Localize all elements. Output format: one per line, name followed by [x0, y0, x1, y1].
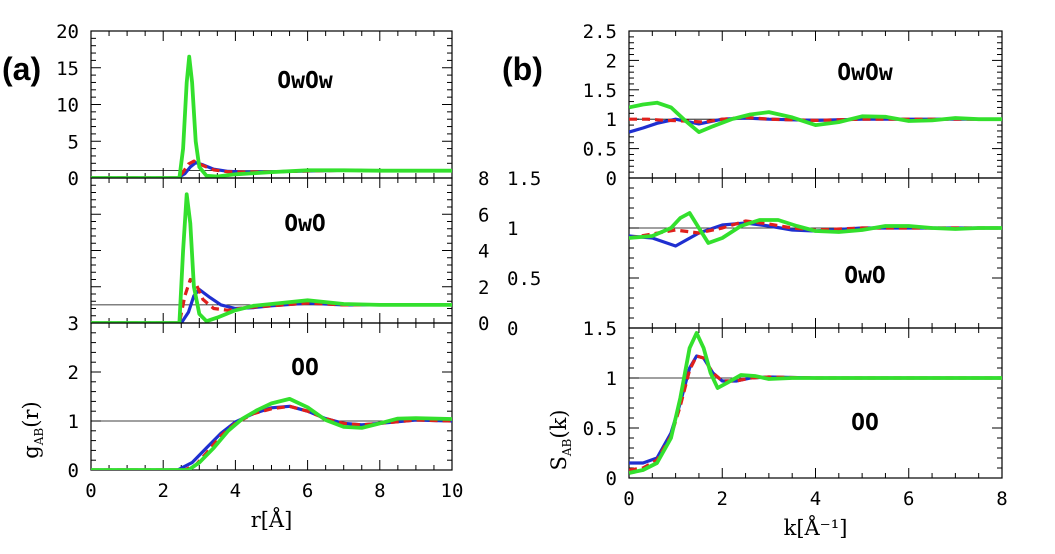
chart-a: 0 5 10 15 20 OwOw 0 2 4 6 8 OwO 0 1 2 3 OO 0 2 4 6 8 10 r[Å] gAB…: [2, 21, 489, 532]
subplot-label: OO: [291, 355, 319, 381]
y-tick-label: 0: [68, 460, 79, 482]
x-tick-label: 4: [230, 480, 241, 502]
panel-tag: (b): [502, 51, 543, 87]
series-line-green: [629, 211, 1002, 245]
subplot-b-OO: 0 0.5 1 1.5 OO: [583, 318, 1003, 490]
y-tick-label: 2: [606, 50, 617, 72]
y-tick-label: 4: [478, 241, 489, 263]
y-tick-label: 0.5: [507, 268, 541, 290]
y-tick-label: 2.5: [583, 21, 617, 43]
series-line-green: [629, 100, 1002, 135]
y-tick-label: 0.5: [583, 139, 617, 161]
x-tick-label: 6: [302, 480, 313, 502]
series-line-blue: [629, 221, 1002, 248]
y-tick-label: 5: [68, 131, 79, 153]
y-tick-label: 1.5: [583, 318, 617, 340]
y-tick-label: 2: [68, 362, 79, 384]
x-tick-label: 0: [623, 488, 634, 510]
y-tick-label: 0: [606, 468, 617, 490]
subplot-a-OO: 0 1 2 3 OO: [68, 313, 453, 482]
plot-frame: [90, 30, 453, 179]
series-line-green: [91, 396, 452, 470]
plot-frame: [628, 177, 1003, 329]
y-tick-label: 15: [56, 58, 79, 80]
plot-frame: [628, 30, 1003, 179]
y-tick-label: 0: [507, 318, 518, 340]
subplot-b-OwO: 0 0.5 1 1.5 OwO: [507, 168, 1003, 340]
x-tick-label: 2: [717, 488, 728, 510]
subplot-a-OwOw: 0 5 10 15 20 OwOw: [56, 21, 453, 190]
y-tick-label: 1: [606, 368, 617, 390]
subplot-a-OwO: 0 2 4 6 8 OwO: [90, 168, 489, 335]
plot-frame: [628, 327, 1003, 479]
x-tick-label: 4: [810, 488, 821, 510]
series-line-red: [91, 277, 452, 323]
y-tick-label: 0: [478, 313, 489, 335]
y-tick-label: 1.5: [507, 168, 541, 190]
y-tick-label: 1: [606, 109, 617, 131]
x-tick-label: 10: [441, 480, 464, 502]
subplot-label: OwOw: [837, 60, 893, 86]
y-tick-label: 6: [478, 204, 489, 226]
y-tick-label: 0: [606, 168, 617, 190]
x-tick-label: 6: [903, 488, 914, 510]
y-tick-label: 0: [68, 168, 79, 190]
subplot-label: OwOw: [277, 68, 333, 94]
y-tick-label: 8: [478, 168, 489, 190]
x-tick-label: 8: [374, 480, 385, 502]
subplot-label: OwO: [284, 211, 326, 237]
panel-tag: (a): [2, 51, 41, 87]
series-line-green: [91, 54, 452, 178]
plot-frame: [90, 322, 453, 471]
x-tick-label: 8: [996, 488, 1007, 510]
y-tick-label: 1.5: [583, 80, 617, 102]
plot-frame: [90, 177, 453, 324]
y-axis-label: gAB(r): [19, 401, 46, 458]
y-tick-label: 1: [68, 411, 79, 433]
y-tick-label: 10: [56, 95, 79, 117]
x-axis-label: r[Å]: [251, 507, 293, 532]
subplot-label: OO: [851, 410, 879, 436]
y-tick-label: 2: [478, 277, 489, 299]
x-tick-label: 0: [85, 480, 96, 502]
series-line-green: [91, 192, 452, 323]
y-tick-label: 20: [56, 21, 79, 43]
y-axis-label: SAB(k): [547, 410, 574, 471]
x-axis-label: k[Å⁻¹]: [784, 515, 848, 540]
subplot-b-OwOw: 0 0.5 1 1.5 2 2.5 OwOw: [583, 21, 1003, 190]
series-line-green: [629, 331, 1002, 475]
series-line-red: [91, 404, 452, 470]
y-tick-label: 1: [507, 218, 518, 240]
subplot-label: OwO: [844, 263, 886, 289]
series-line-blue: [91, 404, 452, 470]
chart-b: 0 0.5 1 1.5 2 2.5 OwOw 0 0.5 1 1.5 OwO 0 0.5 1 1.5 OO 0 2 4…: [502, 21, 1008, 540]
x-tick-label: 2: [157, 480, 168, 502]
y-tick-label: 0.5: [583, 418, 617, 440]
y-tick-label: 3: [68, 313, 79, 335]
